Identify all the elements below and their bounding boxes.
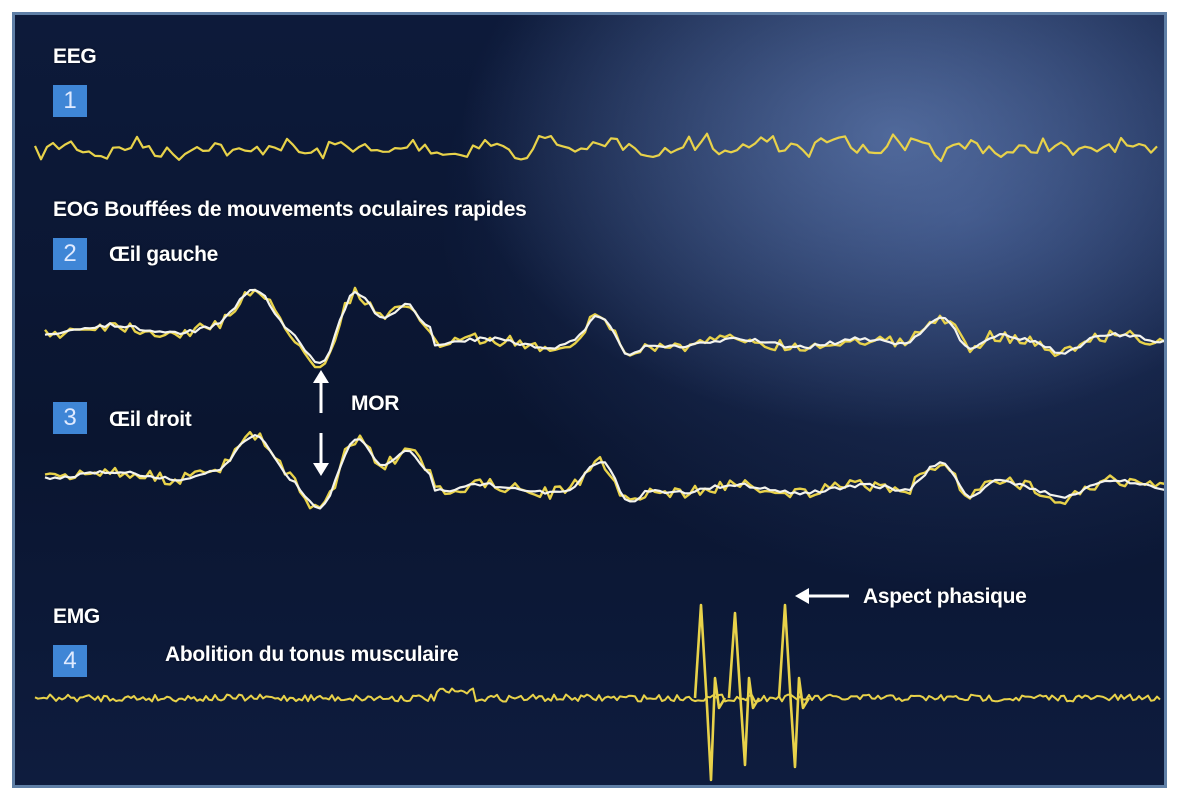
badge-3: 3 (53, 402, 87, 434)
emg-label: EMG (53, 605, 100, 628)
mor-label: MOR (351, 392, 400, 415)
traces-canvas (33, 132, 1164, 782)
emg-phasic-burst-2 (727, 611, 761, 767)
muscle-tone-label: Abolition du tonus musculaire (165, 643, 459, 666)
mor-arrow-down-head (313, 463, 329, 476)
badge-1: 1 (53, 85, 87, 117)
right-eye-label: Œil droit (109, 408, 192, 431)
phasic-label: Aspect phasique (863, 585, 1027, 608)
eog-title: EOG Bouffées de mouvements oculaires rap… (53, 198, 527, 221)
eeg-trace (33, 132, 1158, 163)
left-eye-trace-white (44, 288, 1164, 364)
mor-arrow-up-head (313, 370, 329, 383)
phasic-arrow (795, 588, 849, 604)
emg-phasic-burst-1 (693, 603, 727, 782)
emg-baseline (34, 687, 1161, 703)
badge-2: 2 (53, 238, 87, 270)
mor-arrows (313, 370, 329, 476)
emg-phasic-burst-3 (777, 603, 811, 769)
polysomnography-panel: EEG 1 EOG Bouffées de mouvements oculair… (12, 12, 1167, 788)
left-eye-label: Œil gauche (109, 243, 219, 266)
left-eye-trace-yellow (44, 286, 1164, 369)
eeg-label: EEG (53, 45, 97, 68)
right-eye-trace-white (44, 434, 1164, 510)
badge-4: 4 (53, 645, 87, 677)
